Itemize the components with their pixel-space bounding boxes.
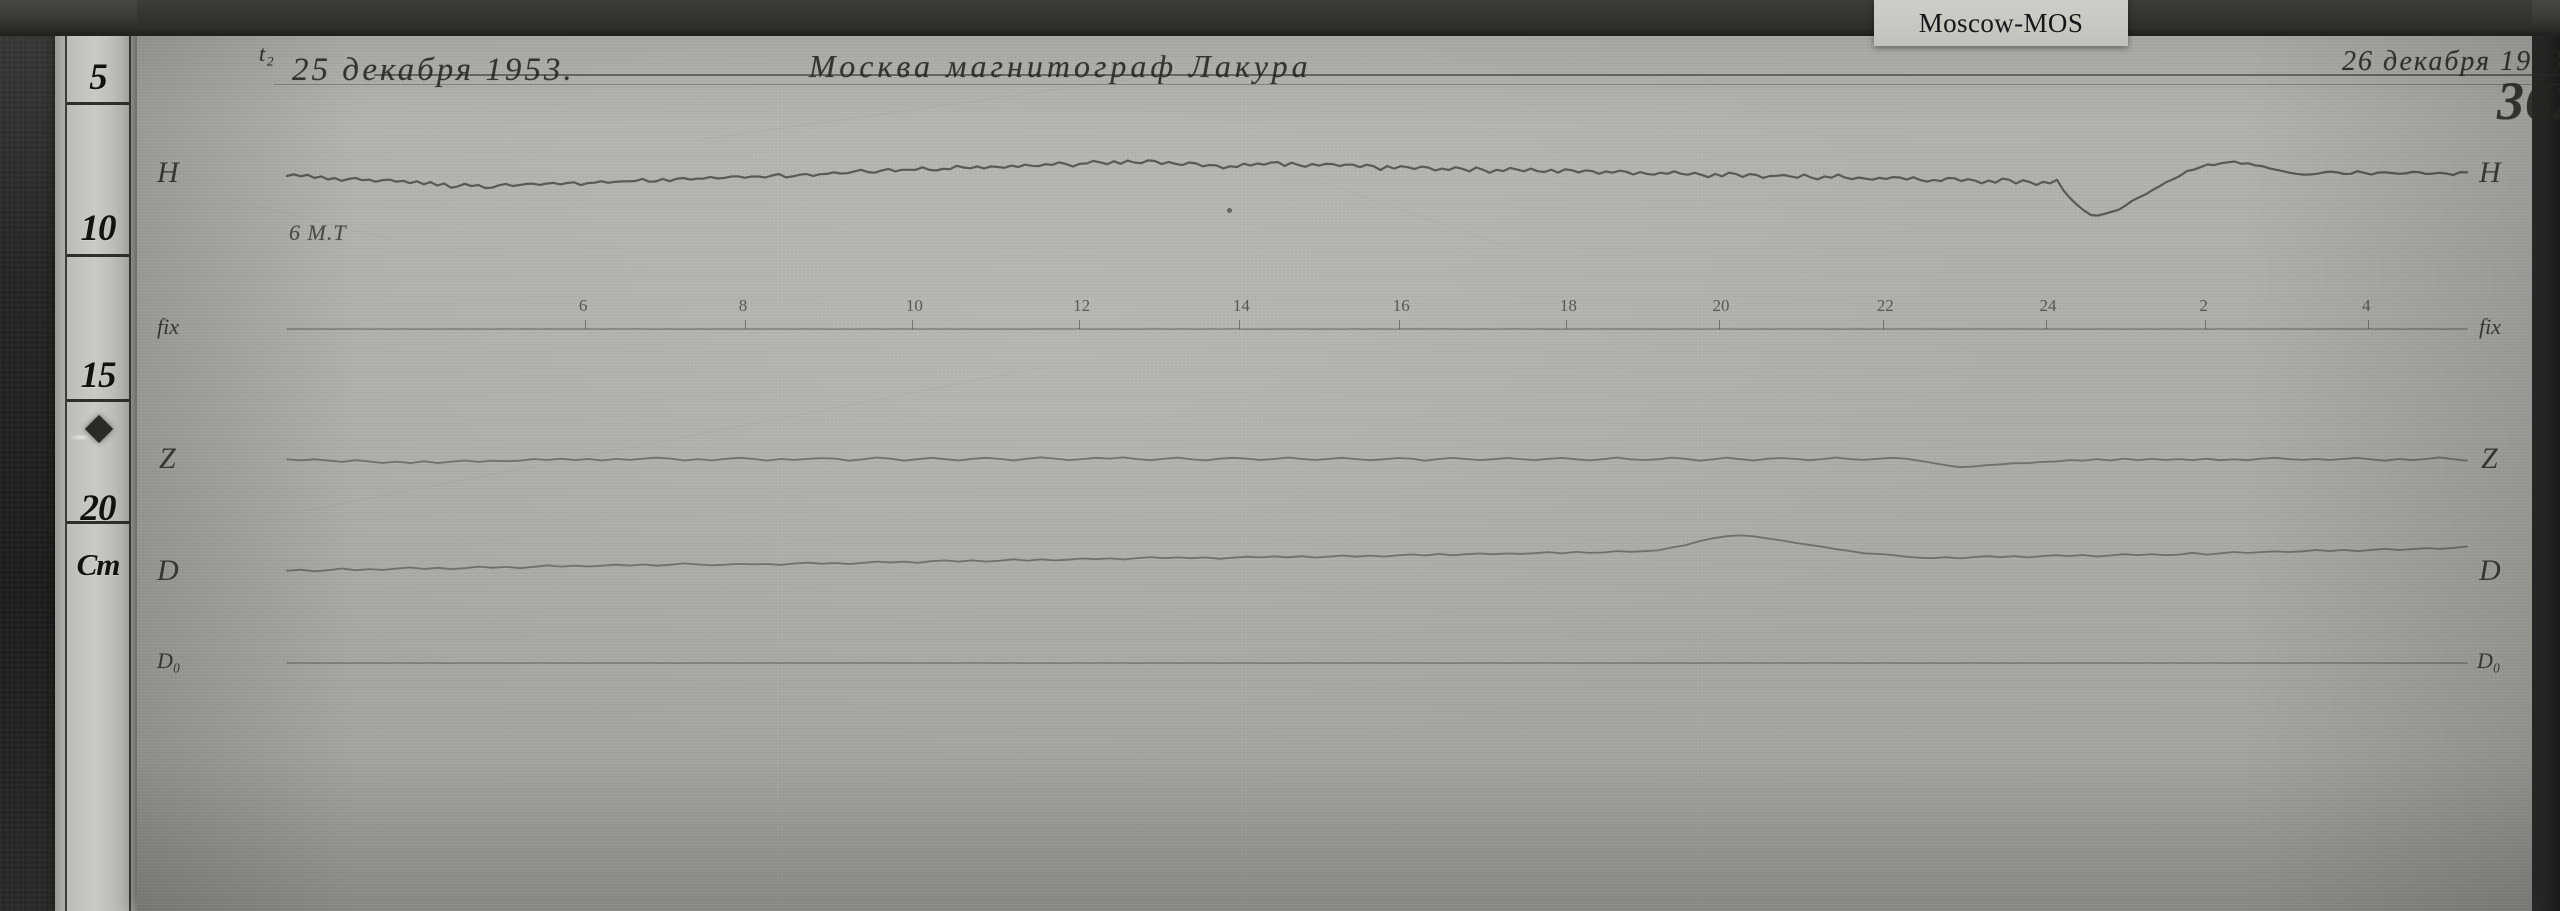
trace-label-right-Z: Z bbox=[2481, 442, 2498, 475]
hour-label-22: 22 bbox=[1876, 296, 1894, 315]
hour-label-20: 20 bbox=[1712, 296, 1730, 315]
hour-tick bbox=[1238, 320, 1240, 329]
hour-tick bbox=[2045, 320, 2047, 329]
ruler-mark-20: 20 bbox=[80, 488, 117, 529]
trace-label-right-H: H bbox=[2479, 156, 2501, 189]
hour-tick bbox=[2368, 320, 2370, 329]
observatory-caption-text: Moscow-MOS bbox=[1918, 7, 2084, 38]
ruler-unit-label: Cm bbox=[76, 547, 121, 582]
hour-label-6: 6 bbox=[578, 296, 588, 315]
trace-label-left-fix: fix bbox=[157, 314, 179, 339]
gmt-annotation: 6 M.T bbox=[289, 220, 347, 245]
magnetogram-sheet: H H fix fix Z Z D D D₀ D₀ 6 8 10 12 14 16 18 20… bbox=[137, 18, 2560, 911]
trace-label-left-H: H bbox=[157, 156, 179, 189]
hour-tick bbox=[1718, 320, 1720, 329]
hour-label-18: 18 bbox=[1559, 296, 1577, 315]
trace-label-left-Z: Z bbox=[159, 442, 176, 475]
hour-tick bbox=[744, 320, 746, 329]
hour-tick bbox=[584, 320, 586, 329]
header-rule-top bbox=[374, 74, 2560, 76]
hour-tick bbox=[2205, 320, 2207, 329]
hour-label-14: 14 bbox=[1232, 296, 1250, 315]
trace-label-right-D0: D₀ bbox=[2477, 648, 2501, 673]
paper-spot bbox=[1227, 208, 1232, 213]
hour-tick bbox=[1882, 320, 1884, 329]
time-mark-t2: t₂ bbox=[259, 41, 275, 66]
hour-tick bbox=[1565, 320, 1567, 329]
trace-path-D bbox=[286, 534, 2468, 573]
hour-tick bbox=[1079, 320, 1081, 329]
trace-layer bbox=[285, 159, 2469, 664]
trace-label-right-fix: fix bbox=[2479, 314, 2501, 339]
hour-label-10: 10 bbox=[905, 296, 923, 315]
header-date-right: 26 декабря 1953. bbox=[2342, 46, 2560, 77]
trace-label-right-D: D bbox=[2479, 554, 2501, 587]
hour-label-24: 24 bbox=[2039, 296, 2057, 315]
header-rule-bottom bbox=[274, 84, 2560, 85]
ruler-body: 5 10 15 20 Cm bbox=[65, 0, 131, 911]
ruler-mark-5: 5 bbox=[89, 57, 108, 98]
trace-path-Z bbox=[286, 456, 2468, 469]
header-date-left: 25 декабря 1953. bbox=[292, 52, 575, 88]
observatory-caption: Moscow-MOS bbox=[1874, 0, 2128, 46]
ruler-mark-15: 15 bbox=[80, 355, 117, 396]
hour-tick bbox=[911, 320, 913, 329]
measuring-ruler: 5 10 15 20 Cm bbox=[55, 0, 137, 911]
hour-label-16: 16 bbox=[1392, 296, 1410, 315]
trace-path-H bbox=[285, 159, 2469, 217]
sheet-number: 362 bbox=[2497, 71, 2560, 131]
hour-label-8: 8 bbox=[738, 296, 748, 315]
ruler-tick bbox=[67, 102, 129, 105]
ruler-tick bbox=[67, 521, 129, 524]
header-title: Москва магнитограф Лакура bbox=[809, 48, 1312, 84]
hour-label-12: 12 bbox=[1073, 296, 1091, 315]
hour-label-4: 4 bbox=[2362, 296, 2371, 315]
ruler-light-smear bbox=[69, 434, 91, 441]
hour-label-2: 2 bbox=[2199, 296, 2208, 315]
sheet-top-shadow bbox=[137, 0, 2532, 30]
ruler-tick bbox=[67, 254, 129, 257]
ruler-tick bbox=[67, 399, 129, 402]
hour-tick bbox=[1398, 320, 1400, 329]
trace-label-left-D0: D₀ bbox=[157, 648, 181, 673]
table-right-edge bbox=[2532, 0, 2560, 911]
ruler-mark-10: 10 bbox=[80, 208, 117, 249]
trace-label-left-D: D bbox=[157, 554, 179, 587]
